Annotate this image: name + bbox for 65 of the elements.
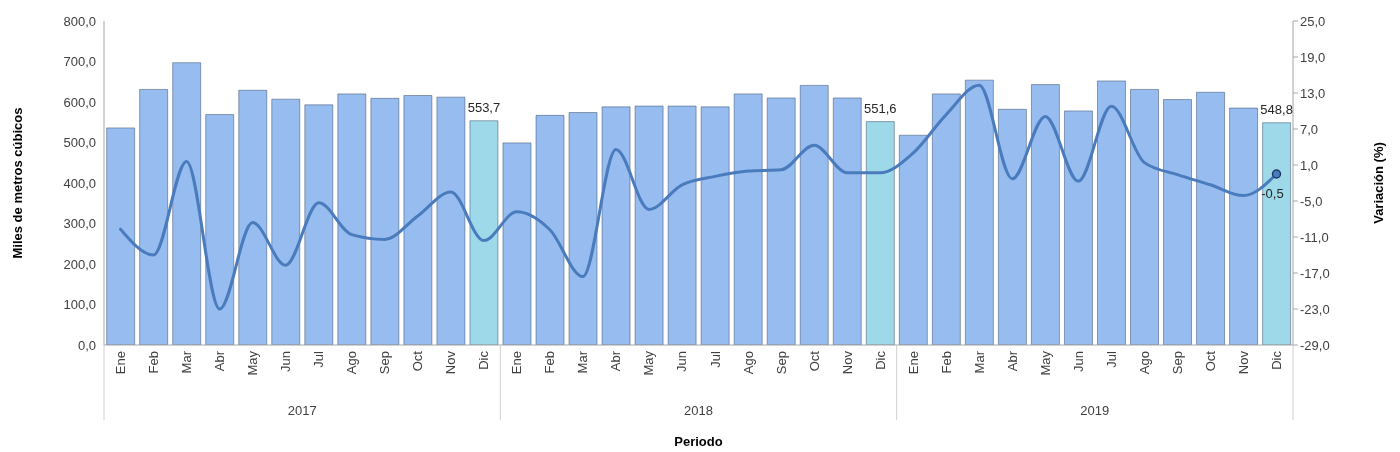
x-tick-label: Dic bbox=[1268, 350, 1284, 370]
y2-tick-label: -23,0 bbox=[1300, 301, 1330, 317]
y-tick-label: 200,0 bbox=[63, 256, 96, 272]
x-tick-label: Sep bbox=[773, 351, 789, 375]
y2-tick-label: 1,0 bbox=[1300, 157, 1319, 173]
x-tick-label: Abr bbox=[1004, 350, 1020, 372]
x-tick-label: May bbox=[245, 350, 261, 376]
y2-tick-label: -29,0 bbox=[1300, 337, 1330, 353]
x-tick-label: Jun bbox=[278, 351, 294, 372]
y-tick-label: 500,0 bbox=[63, 135, 96, 151]
x-tick-label: Mar bbox=[179, 350, 195, 374]
y-tick-label: 0,0 bbox=[77, 337, 96, 353]
x-tick-label: Jul bbox=[1103, 350, 1119, 368]
x-tick-label: Nov bbox=[443, 350, 459, 375]
x-axis-title: Periodo bbox=[674, 434, 723, 449]
x-tick-label: Jun bbox=[1070, 351, 1086, 372]
y2-tick-label: -5,0 bbox=[1300, 193, 1323, 209]
x-tick-label: Nov bbox=[839, 350, 855, 375]
x-tick-label: Ago bbox=[740, 351, 756, 375]
x-tick-label: Abr bbox=[608, 350, 624, 372]
y-axis-title: Miles de metros cúbicos bbox=[10, 107, 25, 259]
x-tick-label: Sep bbox=[1169, 351, 1185, 375]
y-tick-label: 700,0 bbox=[63, 54, 96, 70]
y2-axis-title: Variación (%) bbox=[1371, 142, 1386, 224]
y2-tick-label: 13,0 bbox=[1300, 85, 1326, 101]
x-tick-label: Dic bbox=[872, 350, 888, 370]
x-tick-label: Oct bbox=[410, 350, 426, 372]
x-tick-label: Jul bbox=[311, 350, 327, 368]
data-label: 553,7 bbox=[467, 99, 501, 115]
y-tick-label: 300,0 bbox=[63, 216, 96, 232]
x-tick-label: May bbox=[1037, 350, 1053, 376]
y2-tick-label: 19,0 bbox=[1300, 49, 1326, 65]
x-tick-label: Jul bbox=[707, 350, 723, 368]
x-tick-label: Dic bbox=[476, 350, 492, 370]
y2-tick-label: -11,0 bbox=[1300, 229, 1329, 245]
y2-tick-label: 25,0 bbox=[1300, 13, 1326, 29]
x-tick-label: Oct bbox=[1202, 350, 1218, 372]
x-tick-label: Nov bbox=[1235, 350, 1251, 375]
y-tick-label: 100,0 bbox=[63, 297, 96, 313]
data-label: 551,6 bbox=[864, 100, 897, 116]
x-tick-label: Oct bbox=[806, 350, 822, 372]
x-tick-label: Jun bbox=[674, 351, 690, 372]
x-tick-label: Mar bbox=[575, 350, 591, 374]
text: 2018 bbox=[684, 403, 713, 418]
x-tick-label: Feb bbox=[938, 351, 954, 374]
y2-tick-label: 7,0 bbox=[1300, 121, 1319, 137]
y2-tick-label: -17,0 bbox=[1300, 265, 1330, 281]
x-tick-label: Abr bbox=[212, 350, 228, 372]
x-tick-label: May bbox=[641, 350, 657, 376]
x-tick-label: Feb bbox=[146, 351, 162, 374]
x-tick-label: Ene bbox=[509, 351, 525, 375]
y-tick-label: 600,0 bbox=[63, 94, 96, 110]
x-tick-label: Ago bbox=[344, 351, 360, 375]
x-tick-label: Ene bbox=[905, 351, 921, 375]
x-tick-label: Ago bbox=[1136, 351, 1152, 375]
y-tick-label: 800,0 bbox=[63, 13, 96, 29]
x-tick-label: Feb bbox=[542, 351, 558, 374]
x-tick-label: Ene bbox=[113, 351, 129, 375]
x-tick-label: Sep bbox=[377, 351, 393, 375]
y-tick-label: 400,0 bbox=[63, 175, 96, 191]
data-label: 548,8 bbox=[1260, 101, 1293, 117]
text: 2019 bbox=[1080, 403, 1110, 418]
data-label: -0,5 bbox=[1261, 186, 1284, 201]
x-tick-label: Mar bbox=[971, 350, 987, 374]
text: 2017 bbox=[287, 403, 317, 418]
